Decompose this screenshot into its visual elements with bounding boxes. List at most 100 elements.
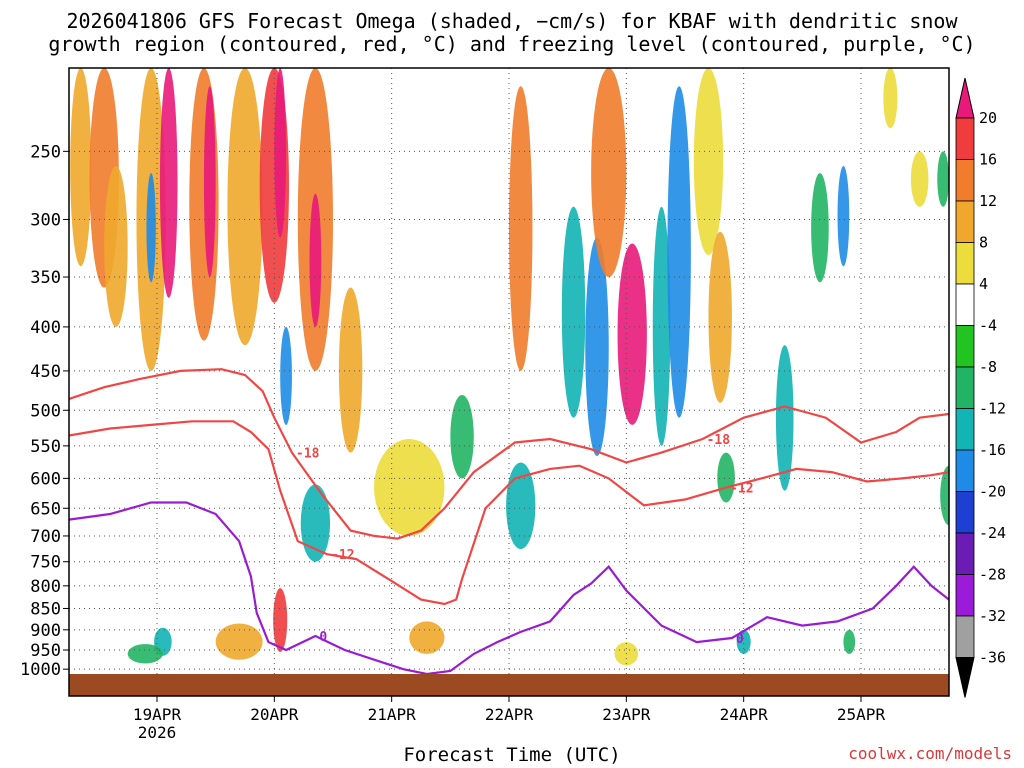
x-label-24APR: 24APR [720,705,769,724]
contour-label-1-1: -12 [730,482,753,497]
colorbar-swatch-1 [955,117,975,160]
omega-cell-36 [837,166,850,267]
omega-cell-18 [215,623,263,660]
colorbar-swatch-10 [955,491,975,534]
y-label-350: 350 [30,268,61,288]
contour-label-0-0: -18 [296,447,320,462]
omega-cell-41 [736,629,751,654]
colorbar-swatch-3 [955,200,975,243]
x-label-19APR: 19APR [133,705,182,724]
contour-label-2-0: 0 [319,630,327,645]
colorbar-swatch-9 [955,449,975,492]
omega-cell-5 [146,173,156,283]
y-label-750: 750 [30,553,61,573]
y-label-300: 300 [30,210,61,230]
ground-strip [69,674,949,696]
omega-cell-0 [70,68,92,267]
omega-cell-30 [667,86,691,418]
y-label-450: 450 [30,362,61,382]
omega-cell-10 [274,68,287,238]
omega-cell-23 [509,86,533,371]
contour-0 [69,368,949,540]
y-label-700: 700 [30,527,61,547]
x-label-20APR: 20APR [250,705,299,724]
omega-cell-37 [883,68,898,129]
contour-label-2-1: 0 [736,632,744,647]
contour-label-0-1: -18 [707,433,731,448]
colorbar-swatch-13 [955,615,975,658]
omega-cell-27 [591,68,627,278]
colorbar-label-5: -4 [979,317,997,335]
y-label-900: 900 [30,621,61,641]
omega-cell-34 [775,345,794,491]
colorbar-swatch-4 [955,242,975,285]
omega-cell-25 [561,206,586,418]
contour-1 [69,420,949,606]
omega-cell-22 [450,395,474,479]
y-axis: 2503003504004505005506006507007508008509… [20,142,69,680]
x-label-23APR: 23APR [602,705,651,724]
omega-cell-44 [409,621,445,654]
contour-2 [69,501,949,674]
omega-cell-24 [506,462,536,550]
omega-cell-7 [203,86,216,278]
colorbar-label-7: -12 [979,400,1006,418]
colorbar-label-12: -32 [979,607,1006,625]
y-label-250: 250 [30,142,61,162]
y-label-650: 650 [30,499,61,519]
omega-shading [70,68,949,666]
colorbar-label-6: -8 [979,358,997,376]
colorbar-label-3: 8 [979,234,988,252]
omega-cell-13 [280,326,292,425]
colorbar-swatch-12 [955,574,975,617]
y-label-400: 400 [30,318,61,338]
y-label-950: 950 [30,641,61,661]
colorbar-swatch-8 [955,408,975,451]
colorbar-swatch-11 [955,532,975,575]
y-label-500: 500 [30,401,61,421]
chart-title-line-1: 2026041806 GFS Forecast Omega (shaded, −… [66,9,958,33]
omega-cell-19 [338,287,363,453]
omega-cell-4 [159,68,178,298]
contour-lines: -18 -18 -12 -12 0 0 [69,368,949,674]
omega-cell-2 [104,166,128,327]
colorbar-top-arrow [955,77,975,119]
colorbar-swatch-5 [955,283,975,326]
y-label-850: 850 [30,599,61,619]
colorbar-label-4: 4 [979,275,988,293]
colorbar-label-9: -20 [979,483,1006,501]
omega-cell-21 [374,439,445,536]
colorbar-bottom-arrow [955,657,975,698]
colorbar-label-13: -36 [979,649,1006,667]
colorbar-label-8: -16 [979,441,1006,459]
x-year-label: 2026 [138,723,177,742]
colorbar-swatch-6 [955,325,975,368]
x-label-22APR: 22APR [485,705,534,724]
omega-cell-28 [617,243,647,425]
colorbar-swatch-2 [955,159,975,202]
x-axis: 19APR 20APR 21APR 22APR 23APR 24APR 25APR 2026 [133,696,885,742]
x-axis-title: Forecast Time (UTC) [403,744,621,766]
omega-cell-12 [309,193,322,327]
colorbar-label-11: -28 [979,566,1006,584]
omega-cell-15 [273,588,288,652]
y-label-800: 800 [30,577,61,597]
colorbar-label-2: 12 [979,192,997,210]
omega-cell-38 [910,151,929,207]
credit-text: coolwx.com/models [848,744,1012,763]
colorbar: 20 16 12 8 4 -4 -8 -12 -16 -20 -24 -28 -32 -36 [955,77,1006,698]
omega-cell-17 [127,644,163,664]
colorbar-label-0: 20 [979,109,997,127]
omega-cell-35 [811,173,829,283]
colorbar-label-1: 16 [979,151,997,169]
y-label-1000: 1000 [20,660,61,680]
omega-cell-42 [843,629,856,654]
colorbar-label-10: -24 [979,524,1006,542]
y-label-600: 600 [30,469,61,489]
omega-cell-40 [940,465,949,526]
omega-cell-26 [585,237,609,456]
omega-cell-31 [693,68,724,256]
chart-title-line-2: growth region (contoured, red, °C) and f… [48,32,976,56]
omega-cell-8 [227,68,263,346]
